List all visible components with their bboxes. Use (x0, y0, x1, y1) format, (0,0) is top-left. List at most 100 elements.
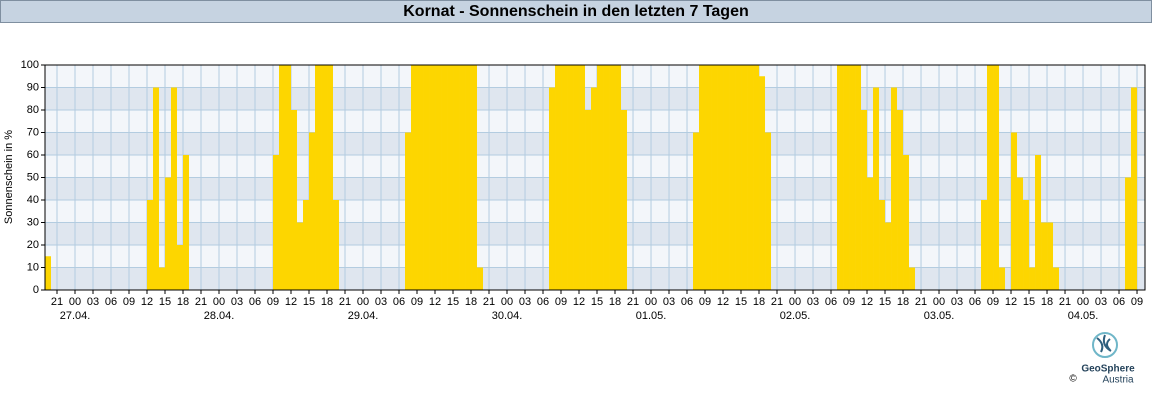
x-tick-label: 09 (411, 296, 423, 308)
y-axis-label: Sonnenschein in % (3, 130, 15, 224)
logo: GeoSphere Austria © (1069, 332, 1135, 386)
x-tick-label: 03 (519, 296, 531, 308)
bar (153, 87, 160, 290)
copyright: © (1069, 374, 1077, 385)
bar (165, 177, 172, 290)
x-tick-label: 00 (213, 296, 225, 308)
x-tick-label: 00 (789, 296, 801, 308)
day-label: 02.05. (780, 310, 811, 322)
bar (759, 76, 766, 290)
y-tick-label: 50 (27, 171, 39, 183)
x-tick-label: 00 (933, 296, 945, 308)
bar (567, 65, 574, 290)
bar (873, 87, 880, 290)
bar (615, 65, 622, 290)
bar (609, 65, 616, 290)
x-tick-label: 12 (717, 296, 729, 308)
bar (405, 132, 412, 290)
x-tick-label: 21 (195, 296, 207, 308)
x-tick-label: 21 (771, 296, 783, 308)
x-tick-label: 09 (123, 296, 135, 308)
x-tick-label: 15 (735, 296, 747, 308)
bar (705, 65, 712, 290)
x-tick-label: 09 (699, 296, 711, 308)
x-tick-label: 12 (429, 296, 441, 308)
x-tick-label: 21 (1059, 296, 1071, 308)
day-label: 30.04. (492, 310, 523, 322)
x-tick-label: 06 (969, 296, 981, 308)
x-tick-label: 00 (69, 296, 81, 308)
bar (897, 110, 904, 290)
bar (297, 222, 304, 290)
bar (591, 87, 598, 290)
x-tick-label: 09 (1131, 296, 1143, 308)
x-tick-label: 03 (807, 296, 819, 308)
bar (993, 65, 1000, 290)
y-tick-label: 70 (27, 126, 39, 138)
bar (909, 267, 916, 290)
x-tick-label: 03 (375, 296, 387, 308)
x-tick-label: 21 (483, 296, 495, 308)
x-tick-label: 15 (879, 296, 891, 308)
chart-title: Kornat - Sonnenschein in den letzten 7 T… (403, 3, 749, 20)
bar (1023, 200, 1030, 290)
bar (735, 65, 742, 290)
bar (585, 110, 592, 290)
bar (549, 87, 556, 290)
bar (447, 65, 454, 290)
bar (699, 65, 706, 290)
bar (453, 65, 460, 290)
bar (465, 65, 472, 290)
x-tick-label: 15 (159, 296, 171, 308)
bar (183, 155, 190, 290)
x-tick-label: 06 (537, 296, 549, 308)
x-tick-label: 06 (825, 296, 837, 308)
bar (471, 65, 478, 290)
bar (285, 65, 292, 290)
x-tick-label: 06 (393, 296, 405, 308)
bar (765, 132, 772, 290)
bar (843, 65, 850, 290)
x-tick-label: 06 (249, 296, 261, 308)
bar (147, 200, 154, 290)
bar (411, 65, 418, 290)
x-tick-label: 21 (339, 296, 351, 308)
bar (885, 222, 892, 290)
bar (573, 65, 580, 290)
x-tick-label: 03 (951, 296, 963, 308)
bar (603, 65, 610, 290)
x-tick-label: 03 (231, 296, 243, 308)
bar (1011, 132, 1018, 290)
bar (1047, 222, 1054, 290)
x-tick-label: 18 (753, 296, 765, 308)
x-tick-label: 00 (645, 296, 657, 308)
bar (729, 65, 736, 290)
logo-country: Austria (1102, 375, 1134, 386)
bar (441, 65, 448, 290)
x-tick-label: 06 (681, 296, 693, 308)
bar (903, 155, 910, 290)
bar (159, 267, 166, 290)
x-tick-label: 00 (1077, 296, 1089, 308)
x-tick-label: 09 (987, 296, 999, 308)
bar (711, 65, 718, 290)
y-tick-label: 90 (27, 81, 39, 93)
x-tick-label: 15 (591, 296, 603, 308)
plot-area: 0 10 20 30 40 50 60 70 80 90 100 21 00 03 06 09 12 15 18 21… (21, 59, 1146, 322)
bar (1125, 177, 1132, 290)
bar (273, 155, 280, 290)
bar (45, 256, 52, 290)
x-tick-label: 09 (843, 296, 855, 308)
x-tick-label: 21 (51, 296, 63, 308)
logo-icon (1092, 332, 1118, 358)
logo-name: GeoSphere (1081, 364, 1135, 375)
day-label: 04.05. (1068, 310, 1099, 322)
bar (879, 200, 886, 290)
x-tick-label: 18 (321, 296, 333, 308)
bar (279, 65, 286, 290)
bar (423, 65, 430, 290)
bar (597, 65, 604, 290)
bar (753, 65, 760, 290)
